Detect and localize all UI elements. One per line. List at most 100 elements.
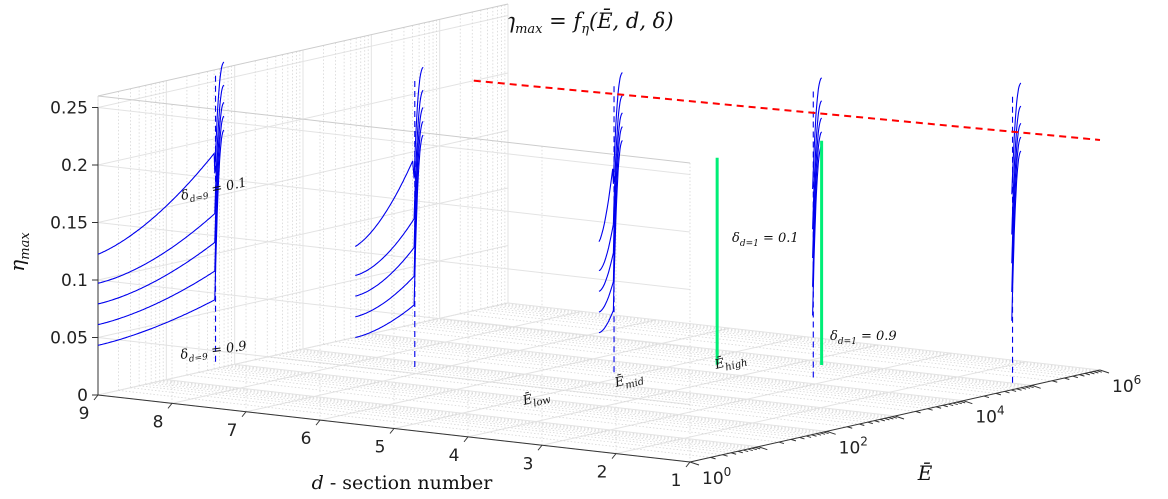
curve-d3-delta0p5 <box>812 117 823 259</box>
e-minor-tick-mark <box>888 417 894 420</box>
grid-floor-e-minor <box>214 368 807 437</box>
curve-d9-delta0p1 <box>97 61 225 255</box>
grid-floor-e-5 <box>439 317 1032 386</box>
e-tick-mark <box>758 446 768 451</box>
grid-floor-e-minor <box>480 308 1073 377</box>
e-minor-tick-mark <box>1079 374 1085 377</box>
e-minor-tick-mark <box>927 408 933 411</box>
curve-d1-delta0p5 <box>1011 122 1022 264</box>
grid-floor-e-minor <box>323 343 916 412</box>
grid-floor-e-minor <box>432 319 1026 388</box>
e-minor-tick-mark <box>722 454 728 457</box>
grid-floor-e-minor <box>145 383 738 452</box>
grid-floor-e-minor <box>504 303 1097 372</box>
wall-top-edge-left <box>97 95 691 164</box>
d-tick-label-9: 9 <box>79 404 90 424</box>
annotation-e-low: Ēlow <box>520 387 552 412</box>
d-tick-mark <box>315 419 321 426</box>
grid-floor-e-minor <box>118 389 711 458</box>
grid-floor-e-minor <box>492 306 1085 374</box>
d-tick-label-2: 2 <box>597 463 608 483</box>
wall-top-edge-back <box>97 3 509 97</box>
annotation-e-mid: Ēmid <box>612 368 645 394</box>
grid-floor-e-minor <box>436 318 1029 387</box>
grid-floor-e-minor <box>287 352 880 420</box>
e-minor-tick-mark <box>1024 386 1031 389</box>
d-tick-mark <box>389 428 395 434</box>
e-minor-tick-mark <box>811 434 817 437</box>
e-minor-tick-mark <box>1072 375 1078 379</box>
d-tick-mark <box>685 461 691 468</box>
e-minor-tick-mark <box>879 418 885 422</box>
envelope-line <box>473 79 1101 141</box>
curve-d5-delta0p3 <box>598 95 623 272</box>
curve-d3-delta0p7 <box>812 131 823 287</box>
e-tick-mark <box>1031 384 1041 389</box>
grid-floor-e-minor <box>429 320 1022 389</box>
d-tick-mark <box>167 403 173 409</box>
d-tick-label-7: 7 <box>227 421 238 441</box>
grid-floor-e-minor <box>460 313 1053 382</box>
e-tick-mark <box>826 430 836 435</box>
curve-d5-delta0p1 <box>598 72 623 242</box>
e-minor-tick-mark <box>755 446 761 450</box>
e-minor-tick-mark <box>823 431 829 435</box>
d-tick-label-1: 1 <box>671 471 682 491</box>
z-tick-label-0p2: 0.2 <box>61 156 88 176</box>
e-minor-tick-mark <box>1096 370 1103 373</box>
grid-floor-e-minor <box>227 365 821 434</box>
curve-d3-delta0p3 <box>812 100 823 230</box>
annotation-delta-d1-bottom: δd=1 = 0.9 <box>830 329 897 347</box>
curve-d1-delta0p7 <box>1011 136 1022 293</box>
grid-floor-e-minor <box>186 374 779 443</box>
e-minor-tick-mark <box>730 452 737 455</box>
grid-floor-e-minor <box>356 336 949 405</box>
z-axis-label: ηmax <box>5 232 33 272</box>
e-minor-tick-mark <box>778 441 785 445</box>
section-curves-d7 <box>355 66 424 367</box>
grid-floor-e-minor <box>219 367 812 436</box>
z-tick-label-0p15: 0.15 <box>50 214 88 234</box>
e-minor-tick-mark <box>1020 387 1027 390</box>
curve-d7-delta0p9 <box>355 134 424 339</box>
e-minor-tick-mark <box>1004 390 1010 394</box>
curve-d5-delta0p5 <box>598 112 623 292</box>
e-tick-label-1: 102 <box>839 434 868 458</box>
energy-markers <box>715 140 824 366</box>
curve-d5-delta0p9 <box>598 140 623 334</box>
grid-floor-e-minor <box>139 385 732 454</box>
grid-floor-e-minor <box>163 379 756 448</box>
e-tick-mark <box>1099 369 1110 374</box>
e-tick-mark <box>894 415 905 420</box>
d-tick-label-6: 6 <box>301 429 312 449</box>
grid-floor-e-1 <box>166 379 759 448</box>
e-minor-tick-mark <box>935 406 942 409</box>
d-tick-label-4: 4 <box>449 446 460 466</box>
d-tick-mark <box>93 394 99 401</box>
e-tick-label-2: 104 <box>975 404 1004 428</box>
grid-floor-e-minor <box>267 356 860 425</box>
curve-d7-delta0p3 <box>355 89 424 276</box>
grid-floor-e-minor <box>472 310 1065 379</box>
curve-d7-delta0p7 <box>355 121 424 318</box>
e-minor-tick-mark <box>960 400 966 404</box>
e-minor-tick-mark <box>948 403 954 407</box>
annotation-delta-d1-top: δd=1 = 0.1 <box>732 231 799 249</box>
e-minor-tick-mark <box>874 420 880 423</box>
grid-floor-e-minor <box>412 324 1005 392</box>
e-minor-tick-mark <box>819 432 826 435</box>
e-minor-tick-mark <box>751 447 757 451</box>
e-minor-tick-mark <box>867 421 873 425</box>
e-minor-tick-mark <box>815 433 822 436</box>
d-tick-mark <box>537 444 543 451</box>
e-minor-tick-mark <box>710 456 716 460</box>
grid-floor-e-4 <box>371 333 964 402</box>
d-axis-label: d - section number <box>312 472 494 494</box>
grid-floor-e-minor <box>130 387 723 456</box>
z-tick-label-0p05: 0.05 <box>50 329 88 349</box>
e-minor-tick-mark <box>884 417 890 421</box>
section-curves-d1 <box>1011 82 1022 383</box>
grid-floor-e-minor <box>198 371 791 440</box>
e-minor-tick-mark <box>799 436 805 440</box>
e-minor-tick-mark <box>942 404 948 408</box>
